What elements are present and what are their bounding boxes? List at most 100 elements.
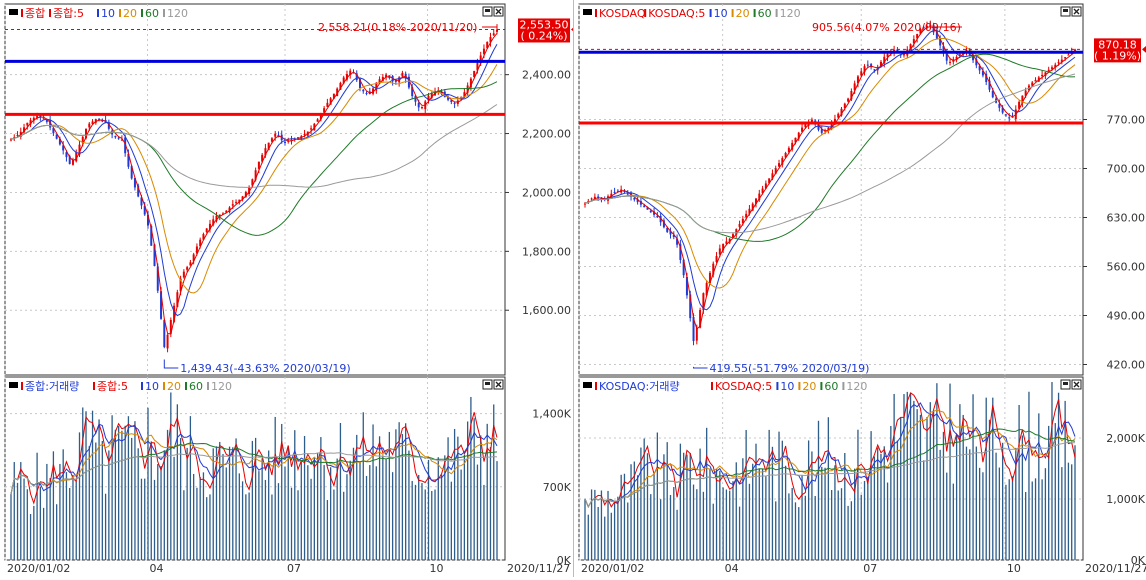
candle-body bbox=[778, 163, 781, 167]
price-ma-line bbox=[10, 43, 498, 317]
candle-body bbox=[633, 197, 636, 200]
volume-bar bbox=[722, 487, 724, 560]
volume-bar bbox=[212, 448, 214, 560]
close-icon-glyph bbox=[495, 8, 502, 15]
volume-tick-label: 2,000K bbox=[1106, 432, 1145, 445]
price-ma-line bbox=[584, 30, 1076, 311]
legend-ma-5: 종합:5 bbox=[53, 7, 84, 20]
volume-bar bbox=[274, 416, 276, 560]
volume-bar bbox=[811, 451, 813, 560]
volume-bar bbox=[643, 438, 645, 560]
candle-body bbox=[722, 243, 725, 251]
volume-bar bbox=[926, 417, 928, 560]
volume-bar bbox=[916, 409, 918, 560]
volume-bar bbox=[1028, 391, 1030, 560]
candle-body bbox=[417, 102, 420, 108]
candle-body bbox=[496, 29, 498, 32]
candle-body bbox=[489, 37, 492, 43]
volume-bar bbox=[362, 412, 364, 560]
candle-body bbox=[699, 309, 702, 328]
volume-bar bbox=[62, 449, 64, 560]
price-ma-line bbox=[584, 37, 1076, 289]
end-date-label: 2020/11/27 bbox=[507, 562, 570, 575]
candle-body bbox=[817, 123, 820, 130]
volume-bar bbox=[804, 495, 806, 560]
volume-bar bbox=[202, 472, 205, 560]
volume-bar bbox=[636, 475, 639, 560]
candle-body bbox=[192, 254, 195, 261]
volume-ma-line bbox=[10, 423, 498, 495]
candle-body bbox=[71, 160, 74, 165]
volume-bar bbox=[36, 452, 38, 560]
volume-bar bbox=[20, 462, 22, 560]
volume-bar bbox=[817, 420, 820, 560]
volume-bar bbox=[630, 464, 632, 560]
volume-bar bbox=[1005, 484, 1007, 560]
volume-bar bbox=[712, 503, 714, 560]
candle-body bbox=[297, 137, 300, 139]
candle-body bbox=[916, 34, 919, 39]
candle-body bbox=[65, 152, 68, 158]
candle-body bbox=[751, 203, 754, 211]
volume-bar bbox=[877, 447, 879, 560]
candle-body bbox=[267, 142, 270, 151]
volume-bar bbox=[95, 442, 97, 560]
volume-bar bbox=[1011, 476, 1014, 560]
kosdaq-panel: 770.00 700.00 630.00 560.00 490.00 420.00 2020… bbox=[573, 0, 1146, 577]
volume-bar bbox=[258, 471, 260, 560]
candle-body bbox=[189, 262, 192, 266]
volume-bar bbox=[170, 392, 172, 560]
volume-bar bbox=[46, 463, 48, 560]
candle-body bbox=[1008, 117, 1011, 119]
candle-body bbox=[362, 89, 365, 92]
volume-bar bbox=[952, 483, 954, 560]
candle-body bbox=[264, 148, 267, 156]
candle-body bbox=[643, 205, 646, 208]
legend-marker bbox=[163, 9, 165, 17]
volume-bar bbox=[771, 446, 774, 560]
candle-body bbox=[391, 75, 394, 82]
candle-body bbox=[150, 225, 153, 246]
volume-bar bbox=[333, 489, 335, 560]
candle-body bbox=[912, 39, 915, 44]
volume-bar bbox=[867, 476, 869, 560]
legend-ma-60: 60 bbox=[824, 380, 838, 393]
legend-marker bbox=[185, 382, 187, 390]
volume-bar bbox=[942, 431, 945, 560]
volume-bar bbox=[398, 422, 400, 560]
volume-bar bbox=[1061, 467, 1063, 560]
candle-body bbox=[748, 208, 751, 214]
date-tick-label: 07 bbox=[863, 562, 877, 575]
volume-bar bbox=[268, 450, 270, 560]
volume-bar bbox=[827, 417, 830, 560]
candle-body bbox=[49, 119, 52, 128]
volume-bar bbox=[405, 423, 407, 560]
volume-bar bbox=[52, 451, 55, 560]
volume-bar bbox=[42, 507, 45, 560]
price-ma-line bbox=[10, 32, 498, 335]
candle-body bbox=[1054, 64, 1057, 68]
last-price-box bbox=[518, 18, 570, 43]
legend-ma-10: 10 bbox=[145, 380, 159, 393]
candle-body bbox=[830, 123, 833, 127]
volume-bar bbox=[985, 397, 987, 560]
legend-marker bbox=[820, 382, 823, 390]
candle-body bbox=[718, 248, 721, 255]
volume-bar bbox=[946, 472, 948, 560]
candle-body bbox=[238, 199, 241, 203]
date-tick-label: 2020/01/02 bbox=[581, 562, 644, 575]
volume-bar bbox=[807, 440, 810, 560]
volume-bar bbox=[290, 487, 293, 560]
candle-body bbox=[274, 133, 277, 137]
candle-body bbox=[1047, 69, 1050, 72]
candle-body bbox=[1034, 79, 1037, 82]
candle-body bbox=[787, 147, 790, 153]
volume-bar bbox=[375, 466, 377, 560]
candle-body bbox=[254, 170, 257, 180]
candle-body bbox=[447, 96, 450, 100]
volume-bar bbox=[765, 476, 767, 560]
candle-body bbox=[205, 228, 208, 232]
volume-bar bbox=[29, 514, 32, 560]
candle-body bbox=[981, 70, 984, 76]
volume-bar bbox=[646, 453, 649, 560]
